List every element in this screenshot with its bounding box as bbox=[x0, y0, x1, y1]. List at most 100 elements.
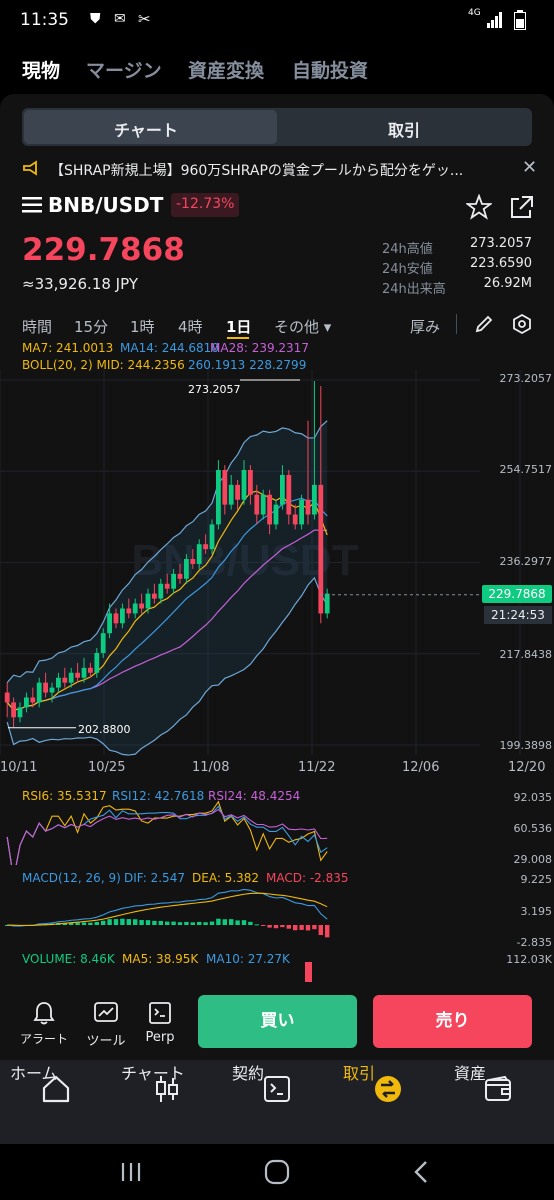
nav-trade[interactable]: 取引 bbox=[343, 1064, 376, 1083]
ma14-label: MA14: 244.6810 bbox=[120, 341, 219, 355]
countdown-tag: 21:24:53 bbox=[484, 606, 552, 624]
tab-convert[interactable]: 資産変換 bbox=[188, 60, 265, 82]
signal-icon bbox=[487, 12, 502, 28]
tf-15m[interactable]: 15分 bbox=[74, 318, 109, 336]
tf-1d[interactable]: 1日 bbox=[226, 318, 252, 336]
macd-bar bbox=[318, 925, 323, 936]
macd-bar bbox=[209, 921, 215, 925]
perp-label: Perp bbox=[145, 1030, 175, 1045]
tf-4h[interactable]: 4時 bbox=[178, 318, 203, 336]
candle-body bbox=[248, 470, 253, 495]
ma28-label: MA28: 239.2317 bbox=[210, 341, 309, 355]
high-marker: 273.2057 bbox=[188, 383, 241, 396]
tools-label: ツール bbox=[86, 1034, 126, 1049]
ma7-line bbox=[6, 490, 328, 711]
wallet-icon[interactable] bbox=[483, 1074, 513, 1104]
candle-body bbox=[318, 484, 324, 614]
system-nav bbox=[0, 1144, 554, 1200]
pencil-icon[interactable] bbox=[474, 314, 494, 334]
candle-body bbox=[36, 682, 42, 703]
home-button-icon[interactable] bbox=[264, 1159, 290, 1185]
macd-bar bbox=[81, 922, 87, 925]
shield-icon: ⛊ bbox=[90, 11, 101, 27]
candle-body bbox=[235, 484, 240, 500]
macd-bar bbox=[197, 921, 202, 925]
tab-margin[interactable]: マージン bbox=[86, 60, 162, 82]
recents-icon[interactable] bbox=[119, 1160, 143, 1184]
candle-body bbox=[43, 682, 48, 693]
candle-body bbox=[126, 608, 132, 614]
macd-bar bbox=[293, 925, 298, 931]
macd-bar bbox=[273, 925, 279, 929]
close-icon[interactable]: ✕ bbox=[522, 157, 538, 178]
rsi6-label: RSI6: 35.5317 bbox=[22, 789, 107, 803]
stat-value: 273.2057 bbox=[469, 236, 532, 251]
macd-bar bbox=[261, 925, 266, 926]
x-tick: 10/11 bbox=[0, 760, 38, 775]
candle-body bbox=[305, 499, 311, 515]
candle-body bbox=[209, 524, 215, 550]
macd-bar bbox=[171, 921, 176, 925]
macd-bar bbox=[229, 919, 234, 925]
tf-time[interactable]: 時間 bbox=[22, 318, 53, 336]
candle-icon[interactable] bbox=[152, 1074, 182, 1104]
macd-bar bbox=[75, 922, 80, 925]
macd-bar bbox=[325, 925, 330, 938]
status-bar: 11:35 ⛊ ✉ ✂ 4G bbox=[0, 0, 554, 42]
depth-tab[interactable]: 厚み bbox=[410, 318, 441, 336]
candle-body bbox=[228, 484, 234, 505]
nav-chart[interactable]: チャート bbox=[121, 1064, 185, 1083]
segment-chart[interactable]: チャート bbox=[114, 121, 178, 140]
candle-body bbox=[171, 573, 176, 589]
home-icon[interactable] bbox=[41, 1074, 71, 1104]
macd-bar bbox=[120, 918, 125, 925]
battery-icon bbox=[514, 10, 526, 30]
candle-body bbox=[81, 667, 87, 678]
macd-bar bbox=[305, 925, 311, 931]
y-tick: 273.2057 bbox=[499, 372, 553, 385]
share-icon[interactable] bbox=[508, 195, 534, 221]
sell-button[interactable]: 売り bbox=[373, 995, 532, 1048]
candle-body bbox=[107, 613, 112, 634]
macd-bar bbox=[165, 921, 170, 925]
segment-trade[interactable]: 取引 bbox=[388, 121, 421, 140]
macd-tick: -2.835 bbox=[516, 936, 552, 949]
settings-icon[interactable] bbox=[511, 313, 533, 335]
candle-body bbox=[299, 499, 304, 525]
alert-tool[interactable]: アラート bbox=[14, 1000, 74, 1047]
nav-home[interactable]: ホーム bbox=[10, 1064, 58, 1083]
candle-body bbox=[30, 697, 36, 703]
candle-body bbox=[184, 559, 189, 579]
last-price: 229.7868 bbox=[22, 232, 185, 268]
tf-more[interactable]: その他 ▾ bbox=[274, 318, 332, 336]
tf-1h[interactable]: 1時 bbox=[130, 318, 155, 336]
contract-icon[interactable] bbox=[262, 1074, 292, 1104]
menu-icon[interactable] bbox=[22, 196, 42, 214]
dea-label: DEA: 5.382 bbox=[192, 871, 260, 885]
candle-body bbox=[17, 707, 23, 718]
buy-button[interactable]: 買い bbox=[198, 995, 357, 1048]
top-tabs: 現物 マージン 資産変換 自動投資 bbox=[0, 42, 554, 94]
candlestick-chart[interactable]: BNB/USDT bbox=[0, 370, 554, 785]
tab-spot[interactable]: 現物 bbox=[22, 60, 61, 82]
macd-bar bbox=[62, 922, 67, 925]
volume-bar bbox=[305, 962, 312, 982]
perp-tool[interactable]: Perp bbox=[130, 1000, 190, 1045]
macd-bar bbox=[133, 919, 138, 925]
trade-icon[interactable] bbox=[372, 1073, 404, 1105]
candle-body bbox=[75, 672, 80, 678]
back-icon[interactable] bbox=[410, 1159, 434, 1185]
star-icon[interactable] bbox=[466, 194, 492, 220]
rsi12-label: RSI12: 42.7618 bbox=[112, 789, 205, 803]
candle-body bbox=[113, 613, 119, 624]
macd-bar bbox=[69, 922, 74, 925]
nav-assets[interactable]: 資産 bbox=[454, 1064, 487, 1083]
tab-auto-invest[interactable]: 自動投資 bbox=[292, 60, 369, 82]
tools-tool[interactable]: ツール bbox=[76, 1000, 136, 1049]
pair-symbol[interactable]: BNB/USDT bbox=[48, 193, 164, 217]
x-tick: 11/22 bbox=[298, 760, 336, 775]
status-time: 11:35 bbox=[20, 10, 69, 30]
nav-contract[interactable]: 契約 bbox=[232, 1064, 265, 1083]
announcement-bar[interactable]: 【SHRAP新規上場】960万SHRAPの賞金プールから配分をゲッ... ✕ bbox=[0, 154, 554, 184]
low-marker: 202.8800 bbox=[78, 723, 131, 736]
